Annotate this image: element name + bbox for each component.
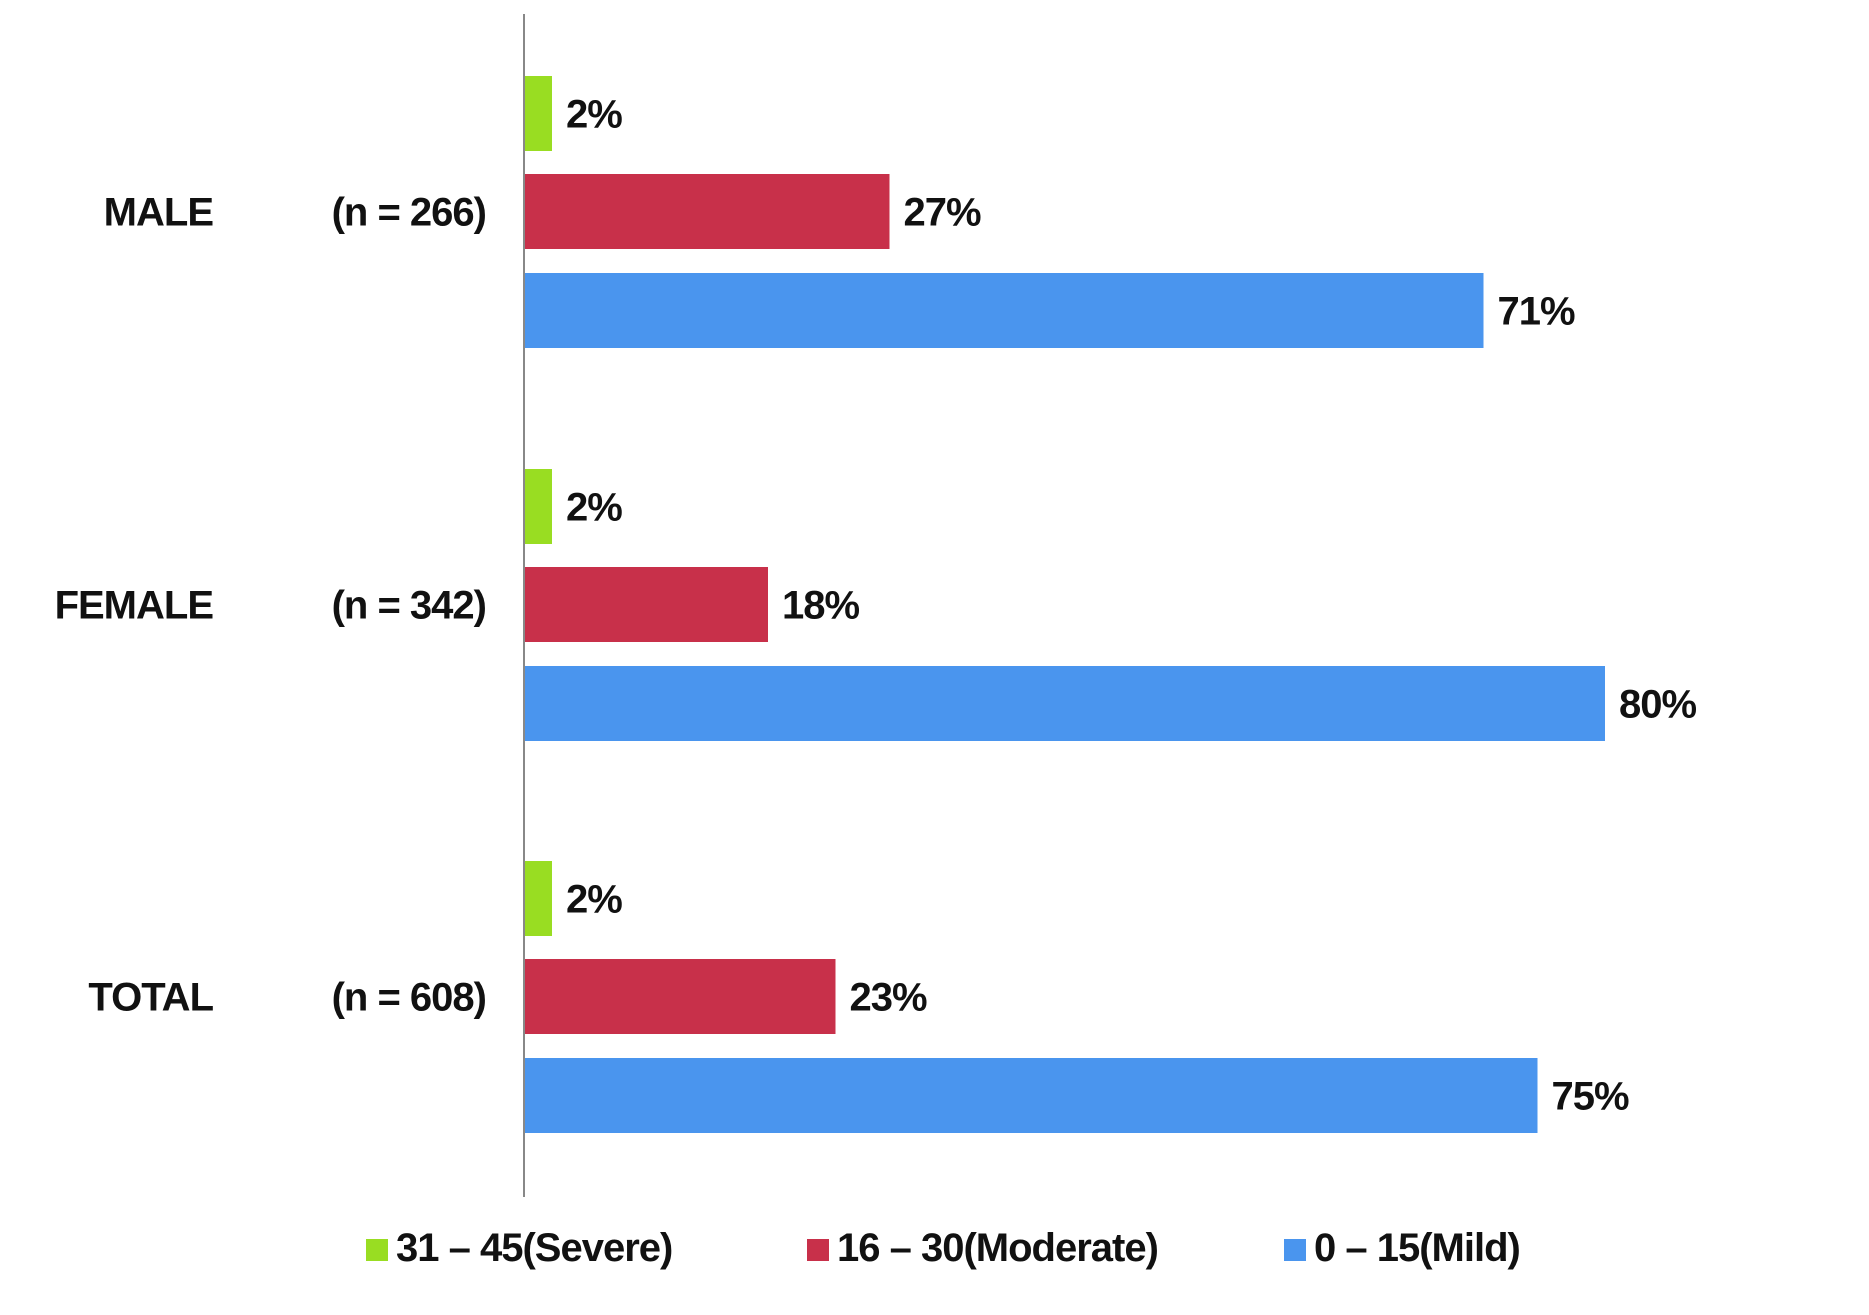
category-label-female: FEMALE: [55, 584, 214, 628]
bar-total-series-1: [525, 959, 836, 1034]
data-label-male-series-1: 27%: [904, 191, 981, 235]
bars-group: [525, 76, 1605, 1133]
labels-group: MALE (n = 266) 2% 27% 71% FEMALE (n = 342) 2% 18…: [55, 93, 1698, 1119]
bar-male-series-1: [525, 174, 890, 249]
data-label-female-series-1: 18%: [782, 584, 859, 628]
legend-swatch-0: [366, 1239, 388, 1261]
category-label-total: TOTAL: [88, 976, 213, 1020]
data-label-female-series-0: 2%: [566, 486, 622, 530]
bar-male-series-2: [525, 273, 1484, 348]
legend-label-2: 0 – 15(Mild): [1314, 1226, 1520, 1270]
data-label-total-series-1: 23%: [850, 976, 927, 1020]
bar-total-series-0: [525, 861, 552, 936]
category-count-male: (n = 266): [332, 191, 486, 235]
data-label-female-series-2: 80%: [1619, 683, 1696, 727]
bar-total-series-2: [525, 1058, 1538, 1133]
bar-male-series-0: [525, 76, 552, 151]
legend-swatch-1: [807, 1239, 829, 1261]
data-label-male-series-2: 71%: [1498, 290, 1575, 334]
category-count-female: (n = 342): [332, 584, 486, 628]
category-label-male: MALE: [104, 191, 214, 235]
data-label-total-series-2: 75%: [1552, 1075, 1629, 1119]
data-label-male-series-0: 2%: [566, 93, 622, 137]
legend-label-1: 16 – 30(Moderate): [837, 1226, 1158, 1270]
category-count-total: (n = 608): [332, 976, 486, 1020]
bar-female-series-0: [525, 469, 552, 544]
legend-swatch-2: [1284, 1239, 1306, 1261]
legend: 31 – 45(Severe) 16 – 30(Moderate) 0 – 15(M…: [366, 1226, 1521, 1270]
data-label-total-series-0: 2%: [566, 878, 622, 922]
bar-female-series-2: [525, 666, 1605, 741]
bar-female-series-1: [525, 567, 768, 642]
legend-label-0: 31 – 45(Severe): [396, 1226, 672, 1270]
